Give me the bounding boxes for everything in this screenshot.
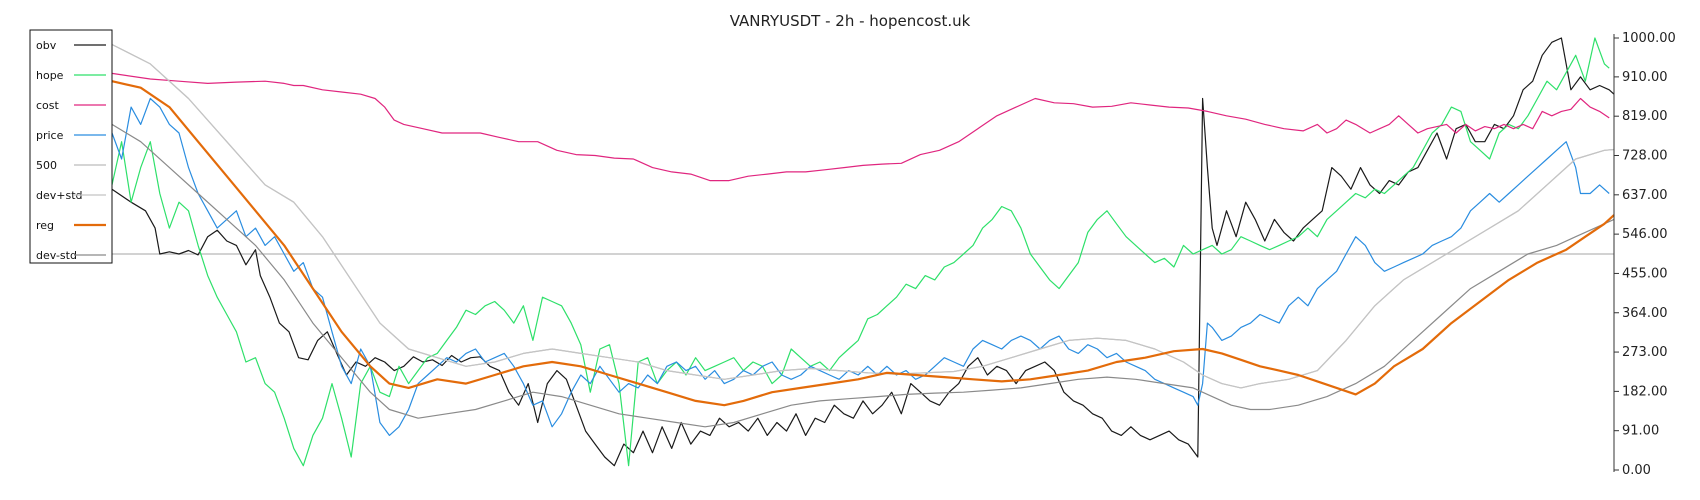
- legend-label: hope: [36, 69, 64, 82]
- series-line-hope: [111, 37, 1610, 467]
- legend-label: 500: [36, 159, 57, 172]
- legend-label: obv: [36, 39, 57, 52]
- chart-title: VANRYUSDT - 2h - hopencost.uk: [730, 12, 971, 30]
- y-tick-label: 0.00: [1622, 463, 1651, 478]
- y-axis: 0.00 91.00 182.00 273.00 364.00 455.00 546.00 6…: [1613, 31, 1676, 478]
- series-line-500: [111, 43, 1615, 389]
- y-tick-label: 910.00: [1622, 70, 1668, 85]
- series-line-cost: [111, 72, 1610, 182]
- series-line-obv: [111, 37, 1615, 467]
- y-tick-label: 273.00: [1622, 345, 1668, 360]
- y-tick-label: 819.00: [1622, 109, 1668, 124]
- y-tick-label: 182.00: [1622, 384, 1668, 399]
- series-line-price: [111, 97, 1610, 436]
- series-line-dev-std: [111, 43, 1615, 389]
- legend-label: price: [36, 129, 64, 142]
- y-tick-label: 455.00: [1622, 266, 1668, 281]
- y-tick-label: 728.00: [1622, 149, 1668, 164]
- plot-lines: [111, 37, 1615, 467]
- y-tick-label: 546.00: [1622, 227, 1668, 242]
- legend-label: dev-std: [36, 249, 77, 262]
- y-tick-label: 91.00: [1622, 424, 1659, 439]
- y-tick-label: 637.00: [1622, 188, 1668, 203]
- legend: obv hope cost price 500 dev+std reg dev-std: [29, 29, 113, 264]
- series-line-dev-std: [111, 123, 1615, 428]
- legend-label: cost: [36, 99, 60, 112]
- y-tick-label: 364.00: [1622, 306, 1668, 321]
- legend-label: dev+std: [36, 189, 83, 202]
- y-tick-label: 1000.00: [1622, 31, 1676, 46]
- series-line-reg: [111, 80, 1615, 407]
- legend-label: reg: [36, 219, 54, 232]
